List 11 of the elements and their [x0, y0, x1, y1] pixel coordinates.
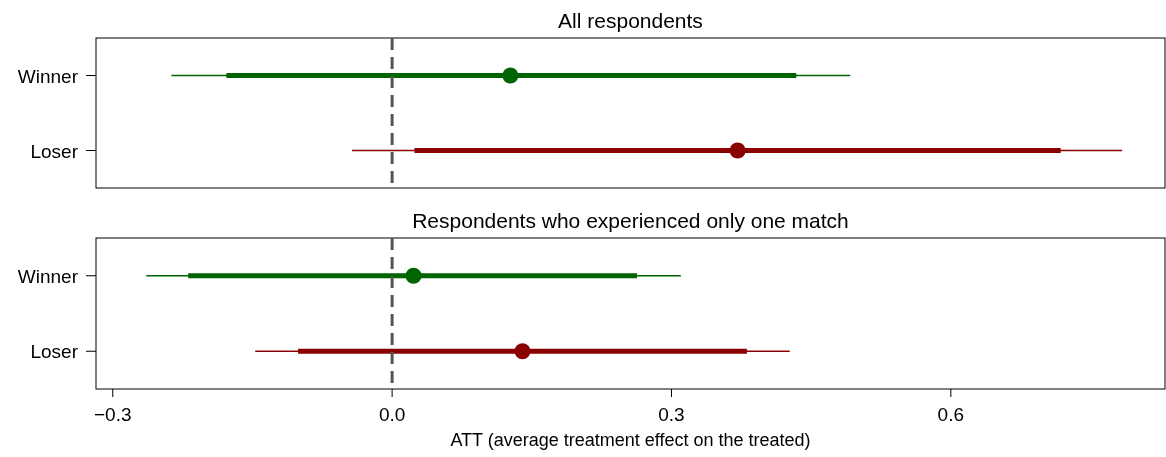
y-tick-label: Winner — [17, 65, 79, 87]
chart-title: Respondents who experienced only one match — [412, 209, 849, 232]
y-tick-label: Loser — [30, 341, 79, 363]
x-tick-label: 0.6 — [937, 404, 965, 425]
x-tick-label: 0.3 — [658, 404, 685, 425]
x-tick-label: 0.0 — [378, 404, 406, 425]
chart-title: All respondents — [558, 9, 703, 32]
y-tick-label: Loser — [30, 140, 79, 162]
x-axis-title: ATT (average treatment effect on the treated) — [450, 430, 811, 450]
x-tick-label: −0.3 — [94, 404, 132, 425]
y-tick-label: Winner — [17, 265, 79, 287]
